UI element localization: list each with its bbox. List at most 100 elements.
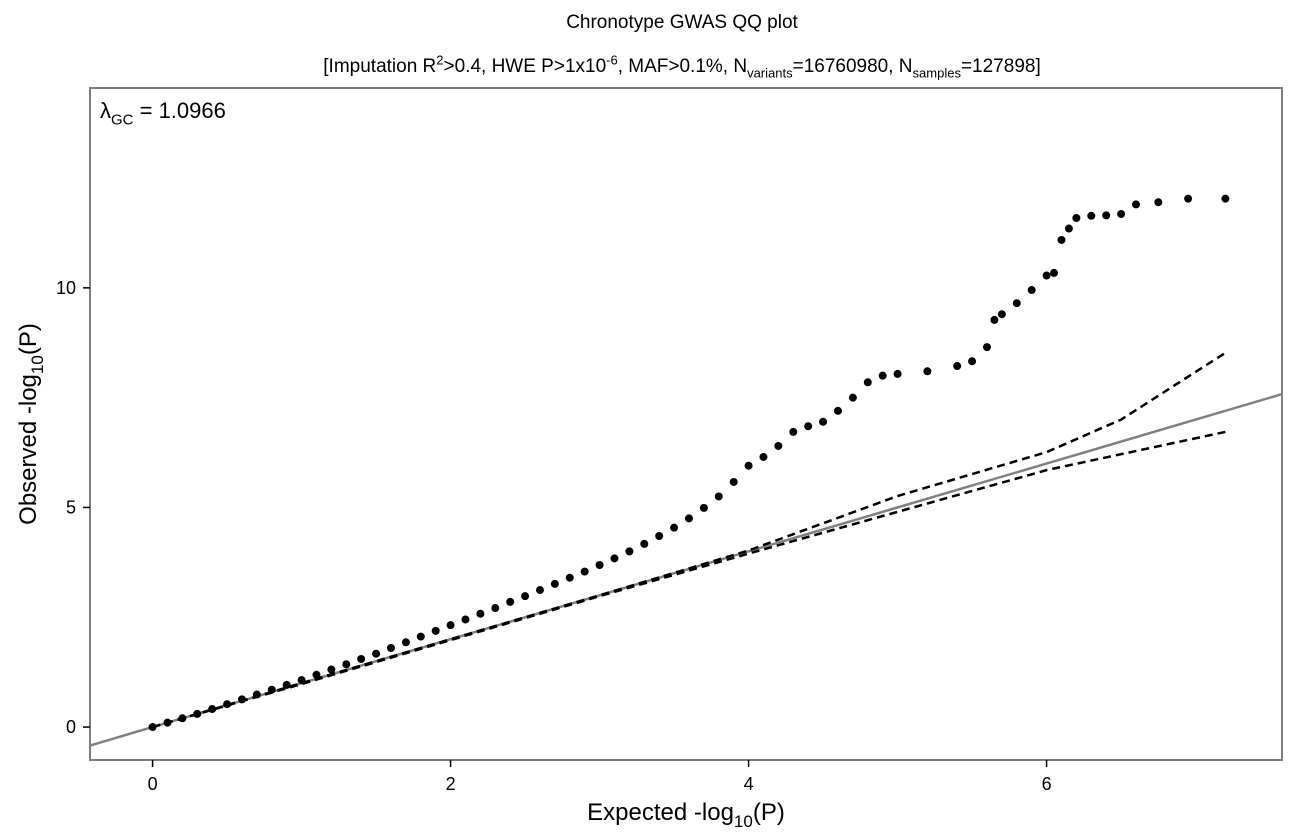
chart-subtitle-part: variants [747,66,793,81]
data-point [1057,235,1066,244]
data-point [714,492,723,501]
data-point [297,676,306,685]
data-point [1221,194,1230,203]
data-point [1064,224,1073,233]
data-point [148,723,157,732]
data-point [893,369,902,378]
chart-subtitle-part: 2 [436,52,443,67]
data-point [357,654,366,663]
plot-area [90,194,1282,747]
lambda-annotation-part: λ [100,98,111,123]
data-point [1042,271,1051,280]
data-point [990,315,999,324]
data-point [446,621,455,630]
data-point [208,705,217,714]
data-point [1072,214,1081,223]
data-point [819,417,828,426]
data-point [1012,299,1021,308]
data-point [878,371,887,380]
chart-subtitle-part: -6 [606,52,618,67]
data-point [625,547,634,556]
x-axis-label-part: 10 [734,812,753,829]
lambda-annotation-part: GC [111,112,134,129]
data-point [237,695,246,704]
data-point [1050,268,1059,277]
data-point [1184,194,1193,203]
lambda-annotation-part: = 1.0966 [134,98,226,123]
data-point [506,597,515,606]
plot-frame [89,87,1283,761]
data-point [848,393,857,402]
chart-subtitle-part: =127898] [961,56,1041,77]
data-point [223,700,232,709]
data-point [804,422,813,431]
data-point [759,452,768,461]
data-point [327,665,336,674]
data-point [1154,198,1163,207]
data-point [968,357,977,366]
data-point [982,343,991,352]
data-point [923,367,932,376]
data-point [997,310,1006,319]
data-point [699,503,708,512]
chart-subtitle-part: , MAF>0.1%, N [618,56,747,77]
data-point [252,690,261,699]
data-point [312,670,321,679]
data-point [416,632,425,641]
y-tick-label: 0 [66,717,76,737]
data-point [744,461,753,470]
data-point [863,378,872,387]
chart-subtitle: [Imputation R2>0.4, HWE P>1x10-6, MAF>0.… [323,52,1040,80]
x-axis-label-part: Expected -log [587,799,734,826]
data-point [1131,200,1140,209]
data-point [1027,286,1036,295]
y-tick-label: 5 [66,497,76,517]
chart-subtitle-part: =16760980, N [793,56,913,77]
y-axis-label-part: Observed -log [15,374,42,525]
data-point [640,539,649,548]
y-axis-label-part: (P) [15,323,42,355]
data-point [491,604,500,613]
data-point [670,523,679,532]
data-point [178,714,187,723]
confidence-band [152,351,1227,729]
data-point [282,680,291,689]
x-tick-label: 4 [744,774,754,794]
y-tick-label: 10 [56,278,76,298]
data-point [580,567,589,576]
data-point [1087,211,1096,220]
x-axis-label-part: (P) [753,799,785,826]
data-point [1117,210,1126,219]
data-point [401,638,410,647]
chart-subtitle-part: >0.4, HWE P>1x10 [444,56,607,77]
data-point [729,477,738,486]
x-tick-label: 0 [148,774,158,794]
data-point [684,514,693,523]
y-axis-label-part: 10 [28,355,47,374]
x-axis-label: Expected -log10(P) [587,799,785,829]
chart-subtitle-part: [Imputation R [323,56,436,77]
chart-subtitle-part: samples [913,66,962,81]
data-point [372,649,381,658]
data-point [789,427,798,436]
confidence-band [152,430,1226,729]
data-point [550,579,559,588]
data-point [565,573,574,582]
chart-title: Chronotype GWAS QQ plot [566,12,798,33]
data-point [431,626,440,635]
data-point [610,554,619,563]
x-tick-label: 2 [446,774,456,794]
data-point [833,406,842,415]
data-point [774,441,783,450]
data-point [521,592,530,601]
data-point [193,709,202,718]
data-point [342,660,351,669]
data-point [1102,211,1111,220]
lambda-annotation: λGC = 1.0966 [100,98,226,129]
data-point [461,615,470,624]
data-point [655,532,664,540]
x-tick-label: 6 [1042,774,1052,794]
data-point [953,362,962,371]
data-point [535,586,544,595]
